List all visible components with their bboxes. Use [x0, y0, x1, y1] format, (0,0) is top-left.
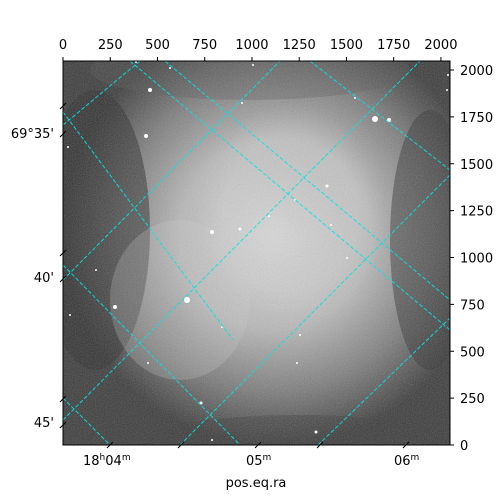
star [144, 134, 148, 138]
star [372, 116, 378, 122]
grid-line [63, 61, 421, 421]
star [210, 230, 214, 234]
grid-line [63, 111, 234, 341]
top-tick-label: 0 [59, 38, 67, 53]
grid-line [317, 317, 450, 445]
top-tick-label: 2000 [424, 38, 457, 53]
star [299, 334, 301, 336]
star [296, 362, 298, 364]
star [67, 146, 69, 148]
ra-label-3: 06m [394, 453, 419, 469]
bottom-axis: 18h04m 05m 06m pos.eq.ra [83, 441, 419, 491]
grid-line [164, 61, 450, 301]
star [169, 67, 171, 69]
coordinate-grid [63, 61, 450, 445]
star [184, 297, 190, 303]
top-tick-label: 1500 [330, 38, 363, 53]
grid-line [63, 61, 141, 126]
top-tick-label: 250 [98, 38, 123, 53]
star [238, 227, 242, 231]
dec-label-3: 45' [34, 416, 54, 431]
star [314, 430, 318, 434]
star [147, 362, 149, 364]
right-tick-label: 1250 [460, 205, 493, 220]
left-axis: 69°35' 40' 45' [11, 102, 67, 431]
star [211, 439, 213, 441]
star [330, 224, 332, 226]
top-tick-label: 1250 [283, 38, 316, 53]
star [268, 215, 270, 217]
top-tick-label: 1000 [235, 38, 268, 53]
right-tick-label: 1000 [460, 252, 493, 267]
dec-label-2: 40' [34, 271, 54, 286]
star [199, 401, 203, 405]
star [387, 118, 391, 122]
grid-line [179, 174, 450, 445]
right-tick-label: 0 [460, 439, 468, 454]
ra-label-1: 18h04m [83, 453, 131, 469]
star [446, 89, 448, 91]
star [148, 88, 152, 92]
star [447, 74, 449, 76]
star [113, 305, 117, 309]
right-tick-label: 750 [460, 298, 485, 313]
star [354, 97, 356, 99]
top-tick-label: 1750 [377, 38, 410, 53]
x-axis-title: pos.eq.ra [226, 476, 287, 491]
sky-image [63, 61, 450, 445]
top-axis: 0 250 500 750 1000 1250 1500 1750 2000 [59, 38, 457, 61]
right-tick-label: 1750 [460, 111, 493, 126]
grid-line [63, 61, 281, 281]
star [69, 314, 71, 316]
grid-line [129, 61, 450, 331]
grid-line [309, 61, 450, 171]
right-tick-label: 2000 [460, 64, 493, 79]
right-tick-label: 500 [460, 345, 485, 360]
ra-label-2: 05m [246, 453, 271, 469]
star [95, 269, 97, 271]
star [325, 184, 329, 188]
right-tick-label: 1500 [460, 158, 493, 173]
star [346, 257, 348, 259]
star [252, 64, 254, 66]
top-tick-label: 500 [145, 38, 170, 53]
right-tick-label: 250 [460, 392, 485, 407]
right-axis: 0 250 500 750 1000 1250 1500 1750 2000 [450, 64, 493, 454]
grid-line [63, 397, 111, 445]
dec-label-1: 69°35' [11, 127, 54, 142]
top-tick-label: 750 [192, 38, 217, 53]
stars-layer [67, 61, 449, 441]
star [241, 102, 243, 104]
